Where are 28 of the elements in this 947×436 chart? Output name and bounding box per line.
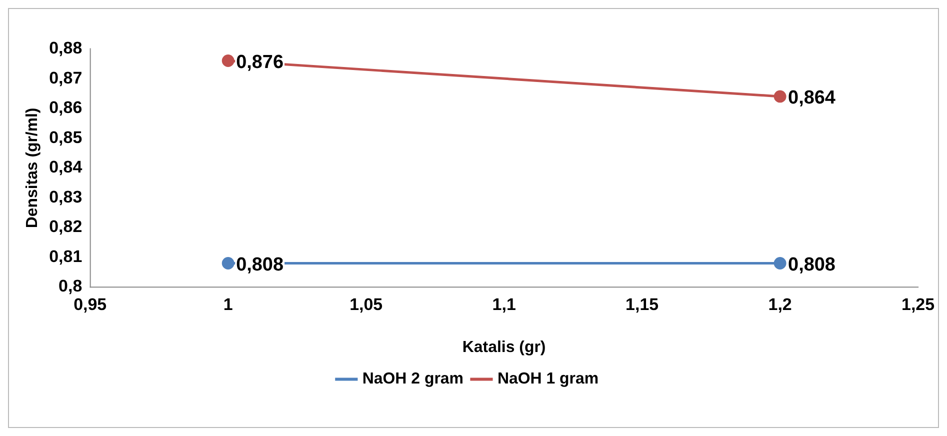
y-tick-label: 0,82 <box>49 217 82 236</box>
y-tick-label: 0,81 <box>49 246 82 266</box>
data-label: 0,808 <box>236 254 284 276</box>
y-tick-label: 0,87 <box>49 68 82 88</box>
legend-label: NaOH 1 gram <box>497 370 599 388</box>
data-label: 0,864 <box>788 88 836 109</box>
point <box>222 257 234 270</box>
x-tick-label: 1,15 <box>626 294 659 314</box>
point <box>222 54 234 67</box>
y-tick-label: 0,8 <box>58 276 82 296</box>
x-axis-title: Katalis (gr) <box>462 339 546 356</box>
data-label: 0,876 <box>236 52 284 73</box>
x-tick-label: 1,1 <box>492 294 516 314</box>
point <box>774 257 786 270</box>
x-tick-label: 1,25 <box>902 294 935 314</box>
x-tick-label: 1,2 <box>768 294 792 314</box>
y-tick-label: 0,83 <box>49 187 82 206</box>
y-tick-label: 0,88 <box>49 38 82 58</box>
point <box>774 90 786 103</box>
y-tick-label: 0,86 <box>49 98 82 118</box>
y-tick-label: 0,85 <box>49 128 82 147</box>
y-axis-title: Densitas (gr/ml) <box>24 108 41 228</box>
y-tick-label: 0,84 <box>49 158 83 177</box>
x-tick-label: 1,05 <box>350 294 383 314</box>
data-label: 0,808 <box>788 254 836 276</box>
legend-label: NaOH 2 gram <box>362 370 464 388</box>
x-tick-label: 0,95 <box>74 294 107 314</box>
x-tick-label: 1 <box>223 294 233 314</box>
